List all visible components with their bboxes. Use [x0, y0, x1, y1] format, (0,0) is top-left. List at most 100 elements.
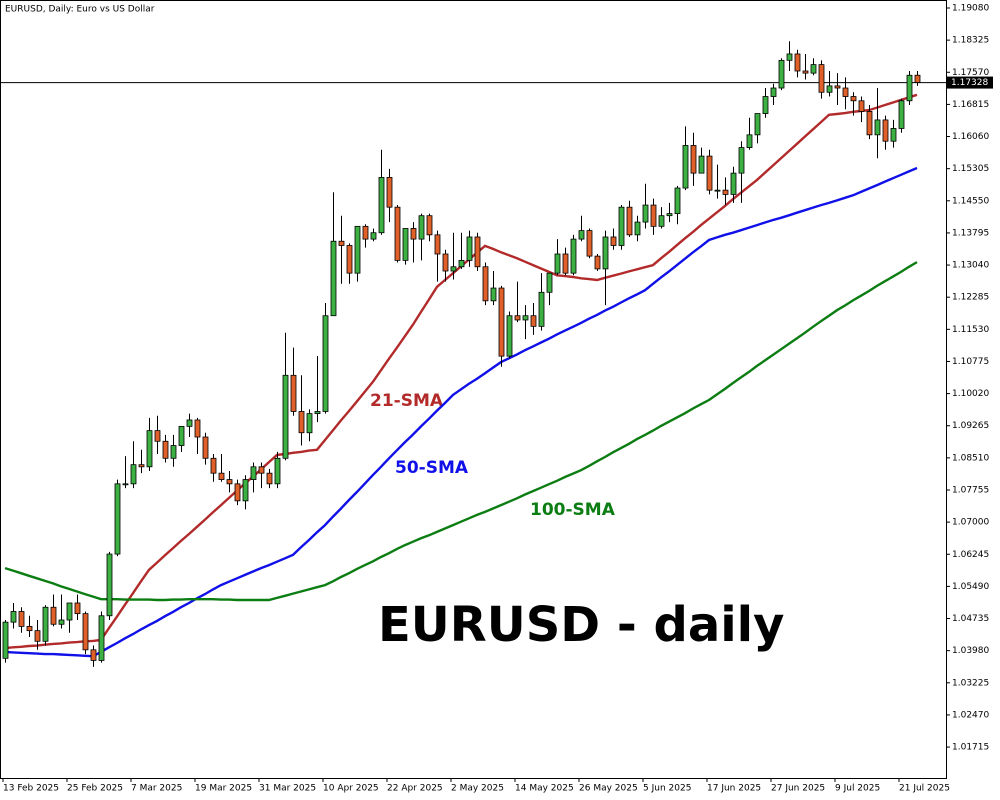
candle-body [522, 315, 529, 321]
candle-body [770, 87, 777, 97]
candle-body [26, 626, 33, 632]
candle-body [290, 374, 297, 412]
sma-label: 21-SMA [370, 391, 444, 411]
candle-body [2, 621, 9, 659]
candle-body [906, 74, 913, 102]
y-tick-label: 1.08510 [952, 453, 989, 463]
candle-body [834, 85, 841, 89]
candle-body [474, 236, 481, 268]
sma-label: 50-SMA [395, 458, 469, 478]
y-tick-label: 1.09265 [952, 421, 989, 431]
candle-body [490, 287, 497, 302]
candle-body [322, 315, 329, 412]
candle-body [698, 155, 705, 174]
y-tick-label: 1.10775 [952, 357, 989, 367]
candle-body [66, 602, 73, 621]
candle-body [122, 483, 129, 486]
candle-body [514, 315, 521, 321]
candle-body [738, 147, 745, 174]
candle-body [506, 315, 513, 357]
candle-body [594, 255, 601, 270]
candle-body [466, 236, 473, 261]
candle-body [330, 240, 337, 317]
candle-body [394, 206, 401, 261]
candle-body [554, 253, 561, 274]
candle-body [178, 425, 185, 446]
candle-body [570, 238, 577, 274]
candle-body [450, 266, 457, 272]
candle-body [626, 206, 633, 236]
candle-body [618, 206, 625, 246]
candle-body [890, 128, 897, 142]
candle-body [786, 53, 793, 61]
candle-body [210, 457, 217, 474]
y-tick-label: 1.01715 [952, 743, 989, 753]
candle-body [98, 615, 105, 661]
candle-body [18, 611, 25, 627]
candle-body [146, 430, 153, 468]
candle-body [242, 479, 249, 502]
candle-body [642, 204, 649, 223]
y-tick-label: 1.14550 [952, 196, 989, 206]
candle-body [442, 253, 449, 272]
chart-title: EURUSD, Daily: Euro vs US Dollar [5, 5, 155, 15]
candle-body [842, 87, 849, 97]
candle-body [346, 245, 353, 274]
x-tick-label: 2 May 2025 [451, 784, 504, 794]
candle-body [282, 374, 289, 459]
candle-body [226, 479, 233, 485]
candle-body [674, 187, 681, 214]
candle-body [730, 172, 737, 195]
x-tick-label: 31 Mar 2025 [259, 784, 316, 794]
x-tick-label: 14 May 2025 [515, 784, 574, 794]
x-tick-label: 17 Jun 2025 [707, 784, 761, 794]
candle-body [170, 445, 177, 459]
candle-body [914, 74, 921, 83]
x-tick-label: 25 Feb 2025 [67, 784, 123, 794]
candle-body [418, 215, 425, 240]
y-tick-label: 1.12285 [952, 293, 989, 303]
candle-body [162, 440, 169, 459]
candle-body [538, 291, 545, 327]
sma-line [4, 166, 918, 658]
candle-body [354, 225, 361, 274]
y-tick-label: 1.04735 [952, 614, 989, 624]
candle-body [434, 234, 441, 255]
y-tick-label: 1.13040 [952, 261, 989, 271]
x-tick-label: 7 Mar 2025 [131, 784, 182, 794]
y-tick-label: 1.18325 [952, 36, 989, 46]
candle-body [586, 230, 593, 257]
candle-body [402, 228, 409, 261]
x-tick-label: 10 Apr 2025 [323, 784, 379, 794]
candle-body [370, 232, 377, 240]
candle-body [58, 619, 65, 625]
x-tick-label: 13 Feb 2025 [3, 784, 59, 794]
candle-body [298, 411, 305, 434]
candle-body [314, 411, 321, 414]
candle-body [250, 466, 257, 480]
candle-body [850, 96, 857, 102]
x-tick-label: 5 Jun 2025 [643, 784, 691, 794]
y-tick-label: 1.17570 [952, 68, 989, 78]
candle-body [682, 145, 689, 189]
candle-body [194, 419, 201, 438]
x-tick-label: 9 Jul 2025 [835, 784, 880, 794]
candle-body [42, 606, 49, 642]
candle-body [722, 189, 729, 195]
candle-body [778, 59, 785, 89]
candle-body [154, 430, 161, 442]
candle-body [410, 228, 417, 240]
candle-body [634, 221, 641, 236]
candle-body [258, 466, 265, 474]
candle-body [714, 189, 721, 192]
candle-body [650, 204, 657, 227]
candle-body [754, 113, 761, 136]
candle-body [218, 472, 225, 480]
y-tick-label: 1.05490 [952, 582, 989, 592]
y-tick-label: 1.13795 [952, 228, 989, 238]
candle-body [658, 215, 665, 227]
candle-body [794, 53, 801, 72]
y-tick-label: 1.16815 [952, 100, 989, 110]
annotation: EURUSD - daily [378, 597, 784, 653]
candle-body [866, 111, 873, 136]
